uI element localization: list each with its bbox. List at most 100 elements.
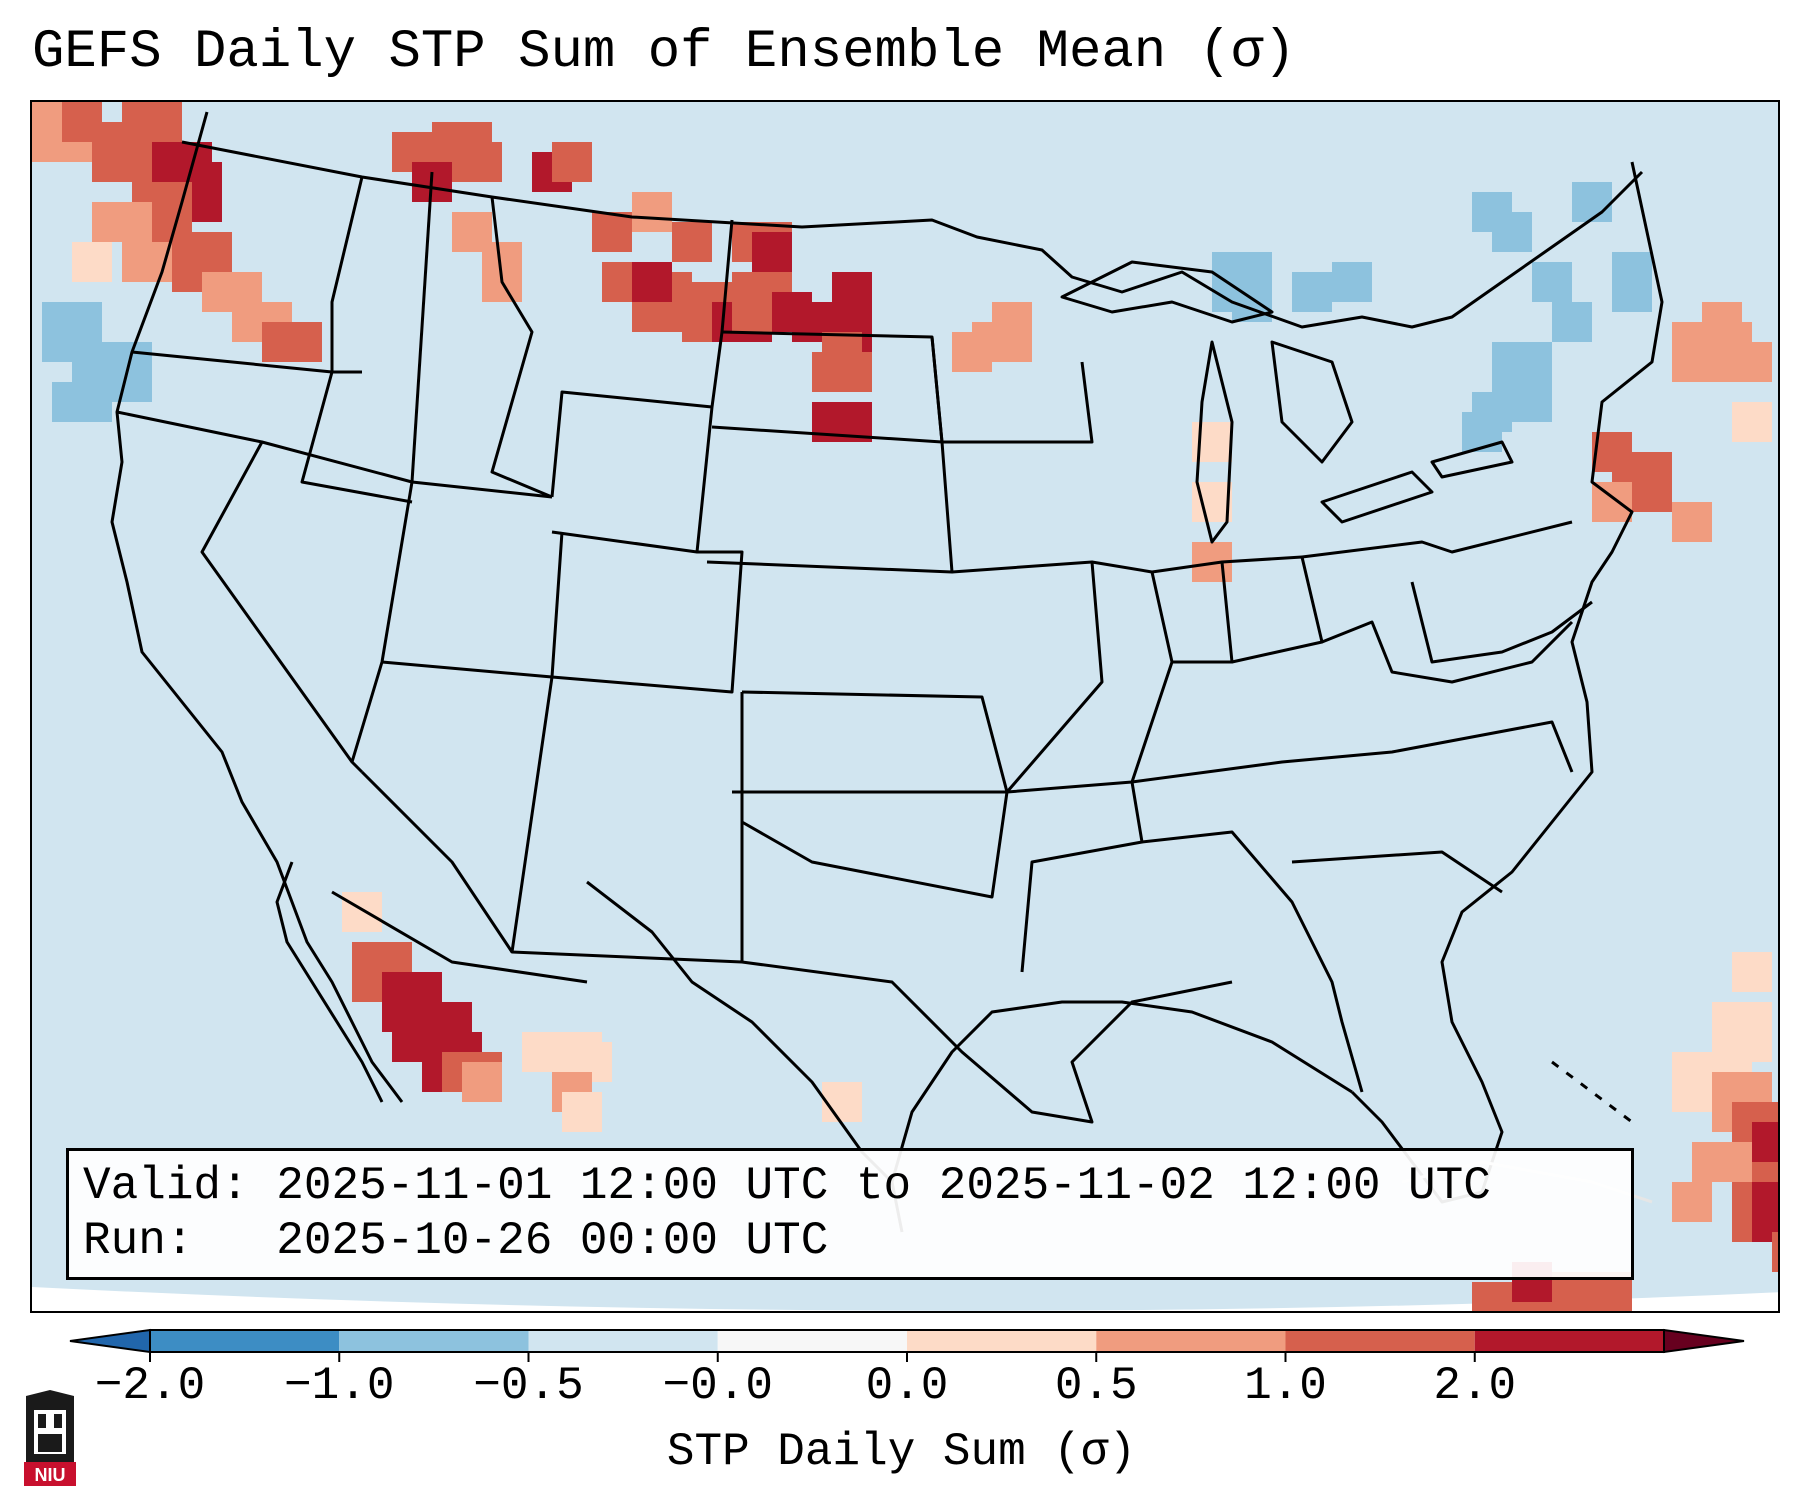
state-line-7 [410, 171, 434, 483]
stp-cell [752, 232, 792, 272]
lake-superior [1060, 260, 1274, 324]
colorbar-segments [69, 1328, 1745, 1354]
state-line-12 [510, 676, 744, 964]
colorbar-segment [150, 1330, 340, 1352]
colorbar-tick-label: 0.0 [865, 1360, 949, 1412]
state-line-2 [330, 176, 364, 372]
colorbar-tick-label: 2.0 [1433, 1360, 1517, 1412]
stp-cell [1732, 402, 1772, 442]
stp-cell [562, 1092, 602, 1132]
run-value: 2025-10-26 00:00 UTC [276, 1215, 829, 1267]
stp-cell [1732, 952, 1772, 992]
state-line-23 [1091, 560, 1174, 783]
colorbar-segment [717, 1330, 907, 1352]
stp-cell [952, 332, 992, 372]
state-line-30 [1321, 620, 1574, 684]
stp-cell [1572, 182, 1612, 222]
stp-cell [262, 322, 322, 362]
colorbar-segment [339, 1330, 529, 1352]
stp-cell [552, 142, 592, 182]
colorbar-ticks [149, 1352, 1476, 1362]
stp-cell [1612, 252, 1652, 312]
stp-cell [822, 1082, 862, 1122]
colorbar-segment [528, 1330, 718, 1352]
colorbar-tick-label: −1.0 [284, 1360, 395, 1412]
map-panel [30, 100, 1780, 1313]
lake-ontario [1430, 440, 1514, 479]
colorbar-extend-high [1663, 1328, 1745, 1354]
stp-cell [462, 1062, 502, 1102]
niu-logo-text: NIU [35, 1465, 66, 1485]
state-line-18 [740, 692, 1009, 899]
state-line-26 [1131, 720, 1574, 784]
state-line-13 [360, 770, 514, 953]
state-line-17 [732, 690, 1009, 794]
stp-cell [1532, 262, 1572, 302]
map-canvas [32, 102, 1778, 1311]
state-line-29 [1301, 520, 1573, 559]
stp-cell [632, 192, 672, 232]
state-line-11 [551, 550, 744, 694]
state-line-31 [1410, 581, 1593, 664]
state-line-3 [300, 371, 413, 504]
stp-cell [1702, 302, 1742, 342]
stp-cell [632, 262, 672, 302]
colorbar-segment [1285, 1330, 1475, 1352]
run-label: Run: [83, 1215, 194, 1267]
colorbar-tick-label: −0.0 [662, 1360, 773, 1412]
stp-cell [1672, 1182, 1712, 1222]
stp-cell [52, 382, 112, 422]
gulf-coast [890, 1000, 1353, 1233]
lake-huron [1270, 340, 1354, 464]
stp-cell [92, 202, 152, 242]
valid-label: Valid: [83, 1160, 249, 1212]
colorbar-label: STP Daily Sum (σ) [666, 1426, 1137, 1478]
colorbar-segment [1474, 1330, 1664, 1352]
stp-cell [342, 892, 382, 932]
stp-cell [1692, 1142, 1752, 1182]
lake-erie [1320, 470, 1434, 524]
state-line-21 [951, 560, 1104, 793]
state-line-25 [1221, 555, 1324, 664]
state-line-8 [490, 196, 553, 499]
stp-cell [1332, 262, 1372, 302]
stp-cell [1672, 502, 1712, 542]
lake-michigan [1195, 340, 1234, 544]
colorbar-extend-low [69, 1328, 151, 1354]
stp-cell [1512, 362, 1552, 422]
canada-border [181, 140, 1644, 329]
stp-cell [832, 272, 872, 312]
colorbar-segment [1096, 1330, 1286, 1352]
state-line-20 [930, 336, 1094, 444]
colorbar-tick-label: 0.5 [1054, 1360, 1138, 1412]
stp-cell [672, 222, 712, 262]
stp-cell [1732, 342, 1772, 382]
state-line-24 [1151, 560, 1234, 664]
stp-cells [32, 102, 1778, 1311]
mexico-border [331, 890, 588, 984]
state-line-19 [741, 960, 1233, 1124]
valid-value: 2025-11-01 12:00 UTC to 2025-11-02 12:00… [276, 1160, 1491, 1212]
colorbar-segment [907, 1330, 1097, 1352]
stp-cell [462, 142, 502, 182]
niu-logo: NIU [24, 1390, 76, 1486]
colorbar-tick-label: −2.0 [94, 1360, 206, 1412]
chart-title: GEFS Daily STP Sum of Ensemble Mean (σ) [32, 22, 1296, 83]
baja-peninsula [275, 861, 384, 1103]
colorbar [69, 1328, 1745, 1362]
colorbar-tick-label: 1.0 [1244, 1360, 1327, 1412]
stp-cell [592, 212, 632, 252]
stp-cell [992, 302, 1032, 362]
state-line-27 [1141, 830, 1364, 1093]
state-line-28 [1291, 850, 1503, 894]
colorbar-tick-label: −0.5 [473, 1360, 584, 1412]
stp-cell [812, 352, 872, 392]
valid-run-box: Valid: 2025-11-01 12:00 UTC to 2025-11-0… [66, 1148, 1634, 1280]
boundaries [110, 111, 1664, 1233]
stp-cell [1772, 1232, 1778, 1272]
stp-cell [1462, 412, 1502, 452]
stp-cell [72, 242, 112, 282]
stp-cell [1552, 302, 1592, 342]
state-line-4 [116, 410, 364, 774]
stp-cell [1292, 272, 1332, 312]
